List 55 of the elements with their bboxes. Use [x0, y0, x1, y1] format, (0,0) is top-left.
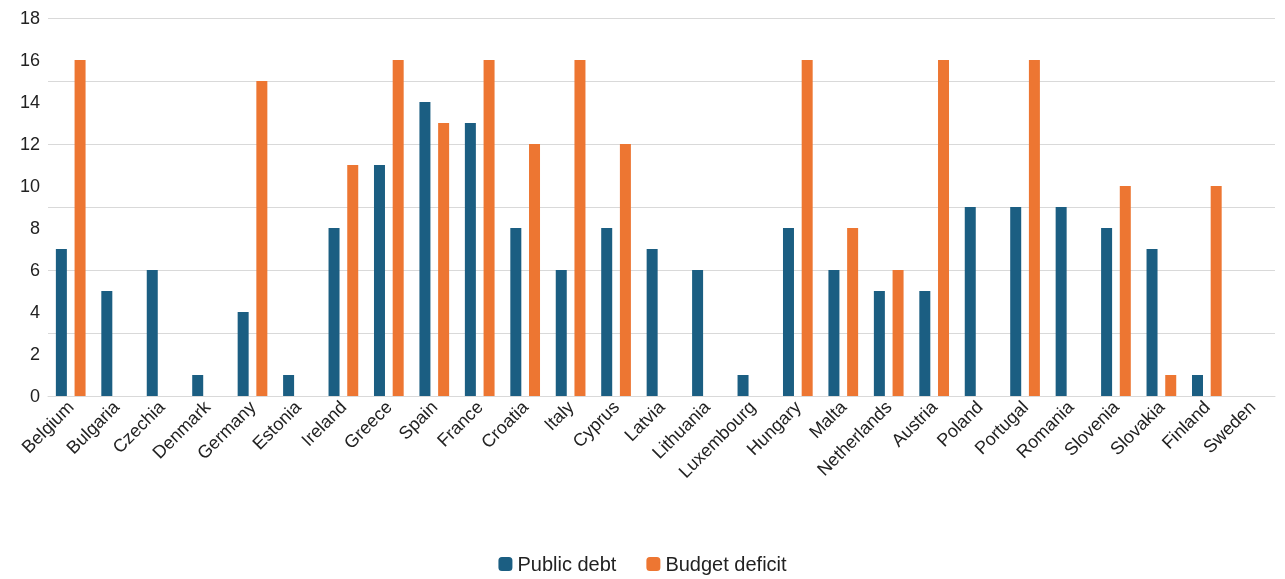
bar: [737, 375, 749, 396]
legend-label: Public debt: [517, 553, 617, 575]
bar: [1146, 249, 1158, 396]
bar: [782, 228, 794, 396]
bar: [892, 270, 904, 396]
bar: [328, 228, 340, 396]
bar: [510, 228, 522, 396]
y-tick-label: 0: [29, 386, 40, 406]
bar: [1101, 228, 1113, 396]
y-tick-label: 18: [19, 8, 40, 28]
bar: [1028, 60, 1040, 396]
bar: [574, 60, 586, 396]
bar: [619, 144, 631, 396]
bar: [847, 228, 859, 396]
y-tick-label: 2: [29, 344, 40, 364]
legend-label: Budget deficit: [665, 553, 788, 575]
bar: [483, 60, 495, 396]
bar: [74, 60, 86, 396]
bar: [692, 270, 704, 396]
bar: [347, 165, 359, 396]
y-tick-label: 4: [29, 302, 40, 322]
y-tick-label: 16: [19, 50, 40, 70]
bar: [601, 228, 613, 396]
bar: [1010, 207, 1022, 396]
bar: [873, 291, 885, 396]
bar: [828, 270, 840, 396]
bar: [101, 291, 113, 396]
y-tick-label: 14: [19, 92, 40, 112]
bar: [256, 81, 268, 396]
bar: [146, 270, 158, 396]
bar: [464, 123, 476, 396]
bar: [55, 249, 67, 396]
bar: [801, 60, 813, 396]
bar: [438, 123, 450, 396]
bar: [964, 207, 976, 396]
y-tick-label: 8: [29, 218, 40, 238]
bar: [373, 165, 385, 396]
bar: [392, 60, 404, 396]
bar: [555, 270, 567, 396]
bar: [283, 375, 295, 396]
bar: [1055, 207, 1067, 396]
y-tick-label: 6: [29, 260, 40, 280]
bar: [919, 291, 931, 396]
bar: [1165, 375, 1177, 396]
bar: [1191, 375, 1203, 396]
bar: [419, 102, 431, 396]
bar: [1210, 186, 1222, 396]
y-tick-label: 10: [19, 176, 40, 196]
bar: [938, 60, 950, 396]
bar: [646, 249, 658, 396]
bar: [529, 144, 541, 396]
bar: [1119, 186, 1131, 396]
bar: [192, 375, 204, 396]
bar: [237, 312, 249, 396]
y-tick-label: 12: [19, 134, 40, 154]
